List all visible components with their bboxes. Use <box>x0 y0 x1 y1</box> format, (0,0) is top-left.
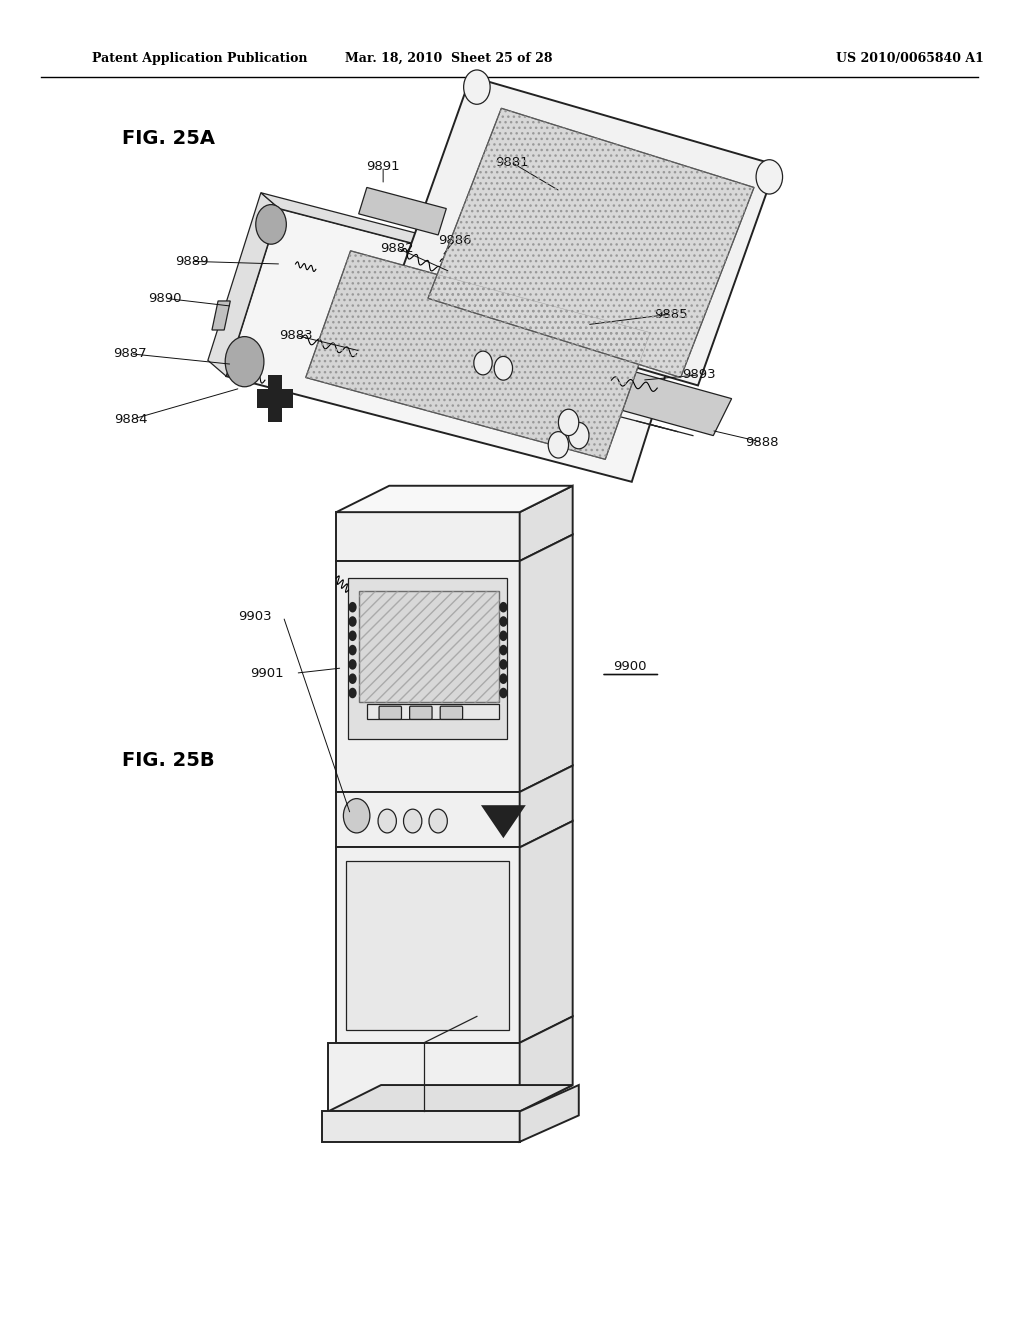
Text: 9890: 9890 <box>148 292 182 305</box>
Polygon shape <box>358 187 446 235</box>
Polygon shape <box>392 77 776 385</box>
Bar <box>268 375 283 422</box>
Text: 9900: 9900 <box>613 660 646 673</box>
Circle shape <box>500 602 508 612</box>
Text: 9884: 9884 <box>114 413 147 426</box>
Circle shape <box>378 809 396 833</box>
Polygon shape <box>348 578 508 739</box>
FancyBboxPatch shape <box>410 706 432 719</box>
Polygon shape <box>428 108 754 378</box>
Circle shape <box>348 644 356 655</box>
Circle shape <box>500 644 508 655</box>
Text: 9887: 9887 <box>114 347 147 360</box>
Text: Patent Application Publication: Patent Application Publication <box>92 51 307 65</box>
Text: 9881: 9881 <box>495 156 528 169</box>
Circle shape <box>464 70 490 104</box>
Text: US 2010/0065840 A1: US 2010/0065840 A1 <box>836 51 983 65</box>
Text: 9893: 9893 <box>682 368 716 381</box>
Circle shape <box>429 809 447 833</box>
Circle shape <box>500 688 508 698</box>
Circle shape <box>348 673 356 684</box>
Polygon shape <box>261 193 685 314</box>
Polygon shape <box>519 1085 579 1142</box>
Text: FIG. 25B: FIG. 25B <box>122 751 215 770</box>
Polygon shape <box>346 861 510 1030</box>
Circle shape <box>474 351 493 375</box>
Text: FIG. 25A: FIG. 25A <box>122 129 215 148</box>
Text: 9885: 9885 <box>653 308 687 321</box>
Text: 9883: 9883 <box>279 329 312 342</box>
Circle shape <box>348 602 356 612</box>
Circle shape <box>500 659 508 669</box>
Text: 9888: 9888 <box>745 436 779 449</box>
FancyBboxPatch shape <box>440 706 463 719</box>
Polygon shape <box>226 209 685 482</box>
Polygon shape <box>336 792 519 847</box>
Text: 9889: 9889 <box>175 255 208 268</box>
Polygon shape <box>519 821 572 1043</box>
Circle shape <box>403 809 422 833</box>
Polygon shape <box>358 591 500 702</box>
Circle shape <box>256 205 287 244</box>
Polygon shape <box>519 486 572 561</box>
Circle shape <box>500 616 508 627</box>
Circle shape <box>495 356 513 380</box>
Circle shape <box>348 688 356 698</box>
Polygon shape <box>519 535 572 792</box>
Polygon shape <box>336 486 572 512</box>
Circle shape <box>343 799 370 833</box>
Text: 9886: 9886 <box>437 234 471 247</box>
Polygon shape <box>370 304 731 436</box>
Polygon shape <box>208 193 280 376</box>
Polygon shape <box>336 847 519 1043</box>
Polygon shape <box>336 512 519 561</box>
Circle shape <box>756 160 782 194</box>
Circle shape <box>500 631 508 642</box>
Text: 9891: 9891 <box>367 160 400 173</box>
Polygon shape <box>212 301 230 330</box>
Polygon shape <box>367 704 500 719</box>
Polygon shape <box>328 1043 519 1111</box>
Circle shape <box>568 422 589 449</box>
Polygon shape <box>481 805 525 838</box>
Text: Mar. 18, 2010  Sheet 25 of 28: Mar. 18, 2010 Sheet 25 of 28 <box>345 51 552 65</box>
Text: 9882: 9882 <box>381 242 415 255</box>
Circle shape <box>348 659 356 669</box>
Polygon shape <box>328 1085 572 1111</box>
Polygon shape <box>336 561 519 792</box>
Polygon shape <box>519 1016 572 1111</box>
Circle shape <box>558 409 579 436</box>
FancyBboxPatch shape <box>379 706 401 719</box>
Polygon shape <box>322 1111 519 1142</box>
Circle shape <box>500 673 508 684</box>
Bar <box>257 389 294 408</box>
Text: 9903: 9903 <box>238 610 271 623</box>
Polygon shape <box>306 251 650 459</box>
Circle shape <box>348 616 356 627</box>
Text: 9901: 9901 <box>250 667 284 680</box>
Circle shape <box>225 337 264 387</box>
Circle shape <box>548 432 568 458</box>
Polygon shape <box>519 766 572 847</box>
Circle shape <box>348 631 356 642</box>
